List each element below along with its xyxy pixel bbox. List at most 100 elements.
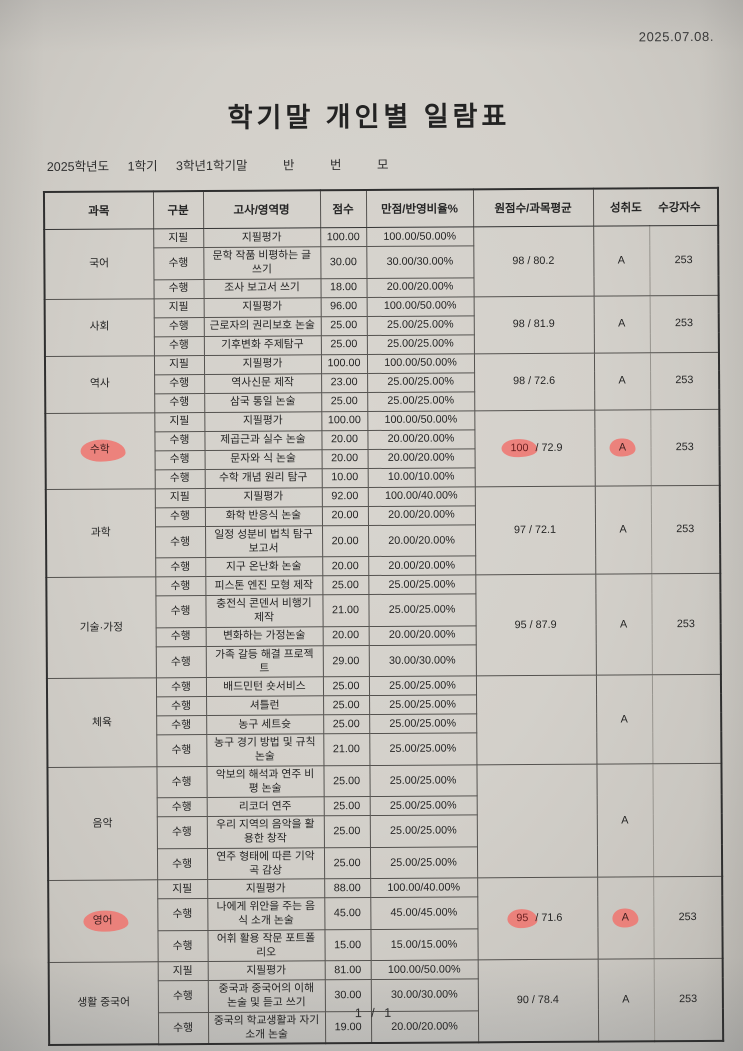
category-cell: 수행: [156, 797, 207, 817]
category-cell: 수행: [157, 930, 208, 962]
col-header-students: 수강자수: [658, 201, 701, 215]
area-cell: 지필평가: [204, 411, 322, 432]
term-year: 2025학년도: [46, 159, 110, 174]
category-cell: 수행: [156, 696, 207, 716]
ratio-cell: 15.00/15.00%: [370, 928, 478, 961]
subject-cell: 수학: [45, 412, 155, 489]
score-cell: 25.00: [323, 695, 370, 715]
area-cell: 가족 갈등 해결 프로젝트: [205, 645, 323, 678]
ratio-cell: 25.00/25.00%: [369, 795, 477, 816]
category-cell: 지필: [153, 298, 204, 318]
score-cell: 20.00: [322, 626, 369, 646]
subject-name: 국어: [89, 257, 110, 270]
subject-cell: 사회: [44, 298, 154, 356]
ratio-cell: 25.00/25.00%: [369, 713, 477, 734]
ratio-cell: 20.00/20.00%: [367, 429, 475, 450]
ratio-cell: 100.00/50.00%: [367, 410, 475, 431]
score-cell: 20.00: [321, 449, 368, 469]
students-cell: 253: [650, 484, 721, 574]
score-cell: 20.00: [321, 506, 368, 526]
subject-name: 과학: [90, 526, 111, 539]
term-info: 2025학년도 1학기 3학년1학기말 반 번 모: [47, 154, 404, 175]
subject-cell: 체육: [46, 677, 157, 767]
raw-avg-cell: 95 / 71.6: [477, 877, 598, 960]
category-cell: 수행: [154, 374, 205, 394]
score-cell: 25.00: [322, 575, 369, 595]
header-row: 과목 구분 고사/영역명 점수 만점/반영비율% 원점수/과목평균 성취도 수강…: [43, 187, 719, 230]
students-cell: [651, 674, 722, 764]
table-row: 체육 수행 배드민턴 숏서비스 25.00 25.00/25.00% A: [46, 674, 722, 767]
raw-score: 97: [513, 524, 527, 537]
raw-avg-cell: 90 / 78.4: [477, 959, 599, 1043]
raw-avg-cell: [475, 675, 597, 765]
score-cell: 81.00: [324, 960, 371, 980]
score-cell: 25.00: [323, 796, 370, 816]
ratio-cell: 20.00/20.00%: [367, 505, 475, 526]
score-cell: 29.00: [322, 645, 369, 677]
area-cell: 리코더 연주: [206, 796, 324, 817]
score-cell: 88.00: [324, 878, 371, 898]
students-cell: 253: [653, 958, 724, 1042]
ratio-cell: 25.00/25.00%: [369, 764, 477, 797]
grades-table-wrapper: 과목 구분 고사/영역명 점수 만점/반영비율% 원점수/과목평균 성취도 수강…: [42, 186, 725, 1046]
score-cell: 100.00: [321, 411, 368, 431]
category-cell: 수행: [153, 317, 204, 337]
raw-avg-cell: 100 / 72.9: [474, 409, 595, 487]
score-cell: 21.00: [323, 733, 370, 766]
ratio-cell: 25.00/25.00%: [366, 315, 474, 336]
scan-date: 2025.07.08.: [638, 28, 715, 45]
score-cell: 20.00: [321, 525, 369, 557]
area-cell: 역사신문 제작: [204, 373, 322, 394]
category-cell: 수행: [156, 816, 207, 849]
class-label: 반: [282, 158, 295, 173]
achievement-grade: A: [620, 713, 628, 726]
category-cell: 수행: [154, 431, 205, 451]
achievement-cell: A: [594, 485, 652, 575]
marker-highlight: A: [612, 908, 639, 928]
subject-name: 역사: [89, 377, 110, 391]
ratio-cell: 100.00/50.00%: [366, 226, 474, 247]
area-cell: 악보의 해석과 연주 비평 논술: [206, 765, 324, 798]
ratio-cell: 25.00/25.00%: [367, 372, 475, 393]
raw-avg-cell: 98 / 72.6: [473, 352, 595, 411]
ratio-cell: 100.00/40.00%: [370, 877, 478, 898]
table-row: 기술·가정 수행 피스톤 엔진 모형 제작 25.00 25.00/25.00% 95 /…: [46, 573, 721, 679]
col-header-subject: 과목: [43, 191, 154, 230]
col-header-raw-avg: 원점수/과목평균: [472, 188, 594, 227]
score-cell: 20.00: [322, 556, 369, 576]
category-cell: 수행: [157, 898, 208, 931]
table-row: 수학 지필 지필평가 100.00 100.00/50.00% 100 / 72.9 A 25…: [45, 408, 720, 489]
category-cell: 수행: [155, 526, 206, 558]
area-cell: 셔틀런: [206, 695, 324, 716]
achievement-grade: A: [619, 618, 628, 631]
area-cell: 화학 반응식 논술: [204, 506, 322, 527]
category-cell: 수행: [155, 595, 206, 628]
score-cell: 25.00: [322, 676, 370, 696]
area-cell: 지필평가: [207, 960, 325, 981]
score-cell: 25.00: [323, 765, 370, 797]
ratio-cell: 100.00/40.00%: [367, 486, 475, 507]
category-cell: 지필: [153, 228, 204, 248]
area-cell: 근로자의 권리보호 논술: [203, 316, 321, 337]
col-header-exam-area: 고사/영역명: [202, 190, 321, 229]
term-semester: 1학기: [127, 159, 158, 174]
subject-cell: 과학: [45, 488, 156, 578]
number-label: 번: [329, 158, 342, 173]
marker-highlight: 영어: [83, 910, 129, 932]
raw-avg-cell: [476, 763, 598, 878]
score-cell: 25.00: [320, 316, 367, 336]
ratio-cell: 20.00/20.00%: [367, 524, 476, 557]
achievement-cell: A: [597, 876, 654, 960]
area-cell: 지필평가: [203, 297, 321, 318]
col-header-max-ratio: 만점/반영비율%: [365, 189, 474, 228]
ratio-cell: 100.00/50.00%: [366, 353, 475, 374]
score-cell: 23.00: [321, 373, 368, 393]
score-cell: 25.00: [323, 714, 370, 734]
category-cell: 수행: [153, 336, 204, 356]
score-cell: 96.00: [320, 297, 367, 317]
students-cell: [652, 762, 723, 877]
area-cell: 삼국 통일 논술: [204, 392, 322, 413]
area-cell: 문학 작품 비평하는 글 쓰기: [203, 246, 321, 280]
